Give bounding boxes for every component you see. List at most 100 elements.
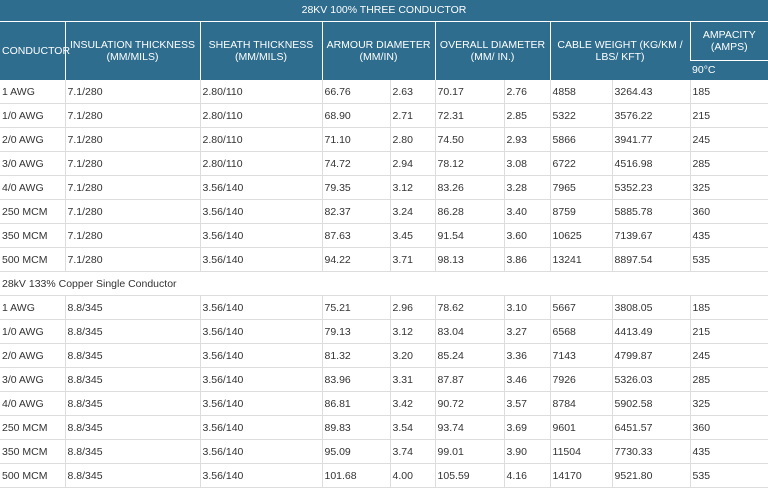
data-row: 1/0 AWG 8.8/345 3.56/140 79.13 3.12 83.04 3.27…	[0, 319, 768, 344]
cell: 3.31	[389, 367, 436, 392]
cell: 3.12	[389, 175, 436, 200]
cell: 87.87	[434, 367, 505, 392]
cell: 7.1/280	[64, 223, 200, 248]
cell: 3.56/140	[199, 199, 322, 224]
cell: 3.46	[503, 367, 551, 392]
cell: 3.57	[503, 391, 551, 416]
cell: 7139.67	[611, 223, 691, 248]
cell: 6568	[549, 319, 613, 344]
data-row: 350 MCM 7.1/280 3.56/140 87.63 3.45 91.54 3.60…	[0, 223, 768, 248]
cell: 215	[689, 103, 768, 128]
cell: 2.93	[503, 127, 551, 152]
cell: 285	[689, 151, 768, 176]
cell: 350 MCM	[0, 223, 65, 248]
data-row: 2/0 AWG 8.8/345 3.56/140 81.32 3.20 85.24 3.36…	[0, 343, 768, 368]
cell: 8.8/345	[64, 415, 200, 440]
cell: 14170	[549, 463, 613, 488]
cell: 3.69	[503, 415, 551, 440]
cell: 250 MCM	[0, 199, 65, 224]
cell: 2.80/110	[199, 80, 322, 104]
cell: 2.80/110	[199, 151, 322, 176]
cell: 185	[689, 295, 768, 320]
cell: 3.56/140	[199, 415, 322, 440]
data-row: 1 AWG 8.8/345 3.56/140 75.21 2.96 78.62 3.10 56…	[0, 295, 768, 320]
column-subheader: 90°C	[690, 59, 768, 80]
cell: 2.80	[389, 127, 436, 152]
column-header: ARMOUR DIAMETER (MM/IN)	[321, 22, 436, 80]
cell: 95.09	[321, 439, 390, 464]
table-title: 28KV 100% THREE CONDUCTOR	[0, 0, 768, 22]
cell: 70.17	[434, 80, 505, 104]
cell: 3.56/140	[199, 223, 322, 248]
cell: 3.90	[503, 439, 551, 464]
cell: 3.74	[389, 439, 436, 464]
cell: 4/0 AWG	[0, 175, 65, 200]
cell: 8.8/345	[64, 463, 200, 488]
cell: 10625	[549, 223, 613, 248]
cell: 7730.33	[611, 439, 691, 464]
cell: 72.31	[434, 103, 505, 128]
cell: 360	[689, 415, 768, 440]
cell: 2.94	[389, 151, 436, 176]
data-row: 500 MCM 8.8/345 3.56/140 101.68 4.00 105.59 4.…	[0, 463, 768, 488]
data-row: 350 MCM 8.8/345 3.56/140 95.09 3.74 99.01 3.90…	[0, 439, 768, 464]
column-header: AMPACITY (AMPS)	[689, 22, 768, 60]
cell: 500 MCM	[0, 247, 65, 272]
cell: 75.21	[321, 295, 390, 320]
cell: 7.1/280	[64, 175, 200, 200]
cell: 93.74	[434, 415, 505, 440]
cell: 78.62	[434, 295, 505, 320]
cell: 1/0 AWG	[0, 103, 65, 128]
cell: 83.96	[321, 367, 390, 392]
cell: 5667	[549, 295, 613, 320]
cell: 2.85	[503, 103, 551, 128]
cell: 6722	[549, 151, 613, 176]
cell: 7.1/280	[64, 103, 200, 128]
cell: 2.63	[389, 80, 436, 104]
cell: 83.04	[434, 319, 505, 344]
cell: 7.1/280	[64, 247, 200, 272]
section-label: 28kV 133% Copper Single Conductor	[0, 271, 768, 296]
section-row: 28kV 133% Copper Single Conductor	[0, 271, 768, 296]
cell: 3.27	[503, 319, 551, 344]
data-row: 1/0 AWG 7.1/280 2.80/110 68.90 2.71 72.31 2.85…	[0, 103, 768, 128]
column-header: CABLE WEIGHT (KG/KM / LBS/ KFT)	[549, 22, 691, 80]
cell: 1/0 AWG	[0, 319, 65, 344]
cell: 2.80/110	[199, 103, 322, 128]
cell: 86.81	[321, 391, 390, 416]
cell: 5902.58	[611, 391, 691, 416]
cell: 3808.05	[611, 295, 691, 320]
column-header: SHEATH THICKNESS (MM/MILS)	[199, 22, 322, 80]
cell: 79.13	[321, 319, 390, 344]
cell: 3.40	[503, 199, 551, 224]
cell: 3.56/140	[199, 175, 322, 200]
cell: 250 MCM	[0, 415, 65, 440]
cell: 215	[689, 319, 768, 344]
cell: 8.8/345	[64, 295, 200, 320]
cell: 3.56/140	[199, 463, 322, 488]
cell: 3.56/140	[199, 319, 322, 344]
cell: 8.8/345	[64, 367, 200, 392]
cell: 90.72	[434, 391, 505, 416]
cell: 245	[689, 127, 768, 152]
cell: 185	[689, 80, 768, 104]
cell: 3/0 AWG	[0, 151, 65, 176]
cell: 3.45	[389, 223, 436, 248]
data-row: 3/0 AWG 8.8/345 3.56/140 83.96 3.31 87.87 3.46…	[0, 367, 768, 392]
cell: 535	[689, 247, 768, 272]
cell: 360	[689, 199, 768, 224]
data-row: 2/0 AWG 7.1/280 2.80/110 71.10 2.80 74.50 2.93…	[0, 127, 768, 152]
cell: 9601	[549, 415, 613, 440]
cell: 8.8/345	[64, 391, 200, 416]
cell: 2.71	[389, 103, 436, 128]
cell: 7.1/280	[64, 80, 200, 104]
cell: 7.1/280	[64, 199, 200, 224]
cell: 3.28	[503, 175, 551, 200]
cell: 2/0 AWG	[0, 127, 65, 152]
column-header: INSULATION THICKNESS (MM/MILS)	[64, 22, 200, 80]
cell: 2/0 AWG	[0, 343, 65, 368]
cell: 82.37	[321, 199, 390, 224]
cell: 5885.78	[611, 199, 691, 224]
cell: 91.54	[434, 223, 505, 248]
